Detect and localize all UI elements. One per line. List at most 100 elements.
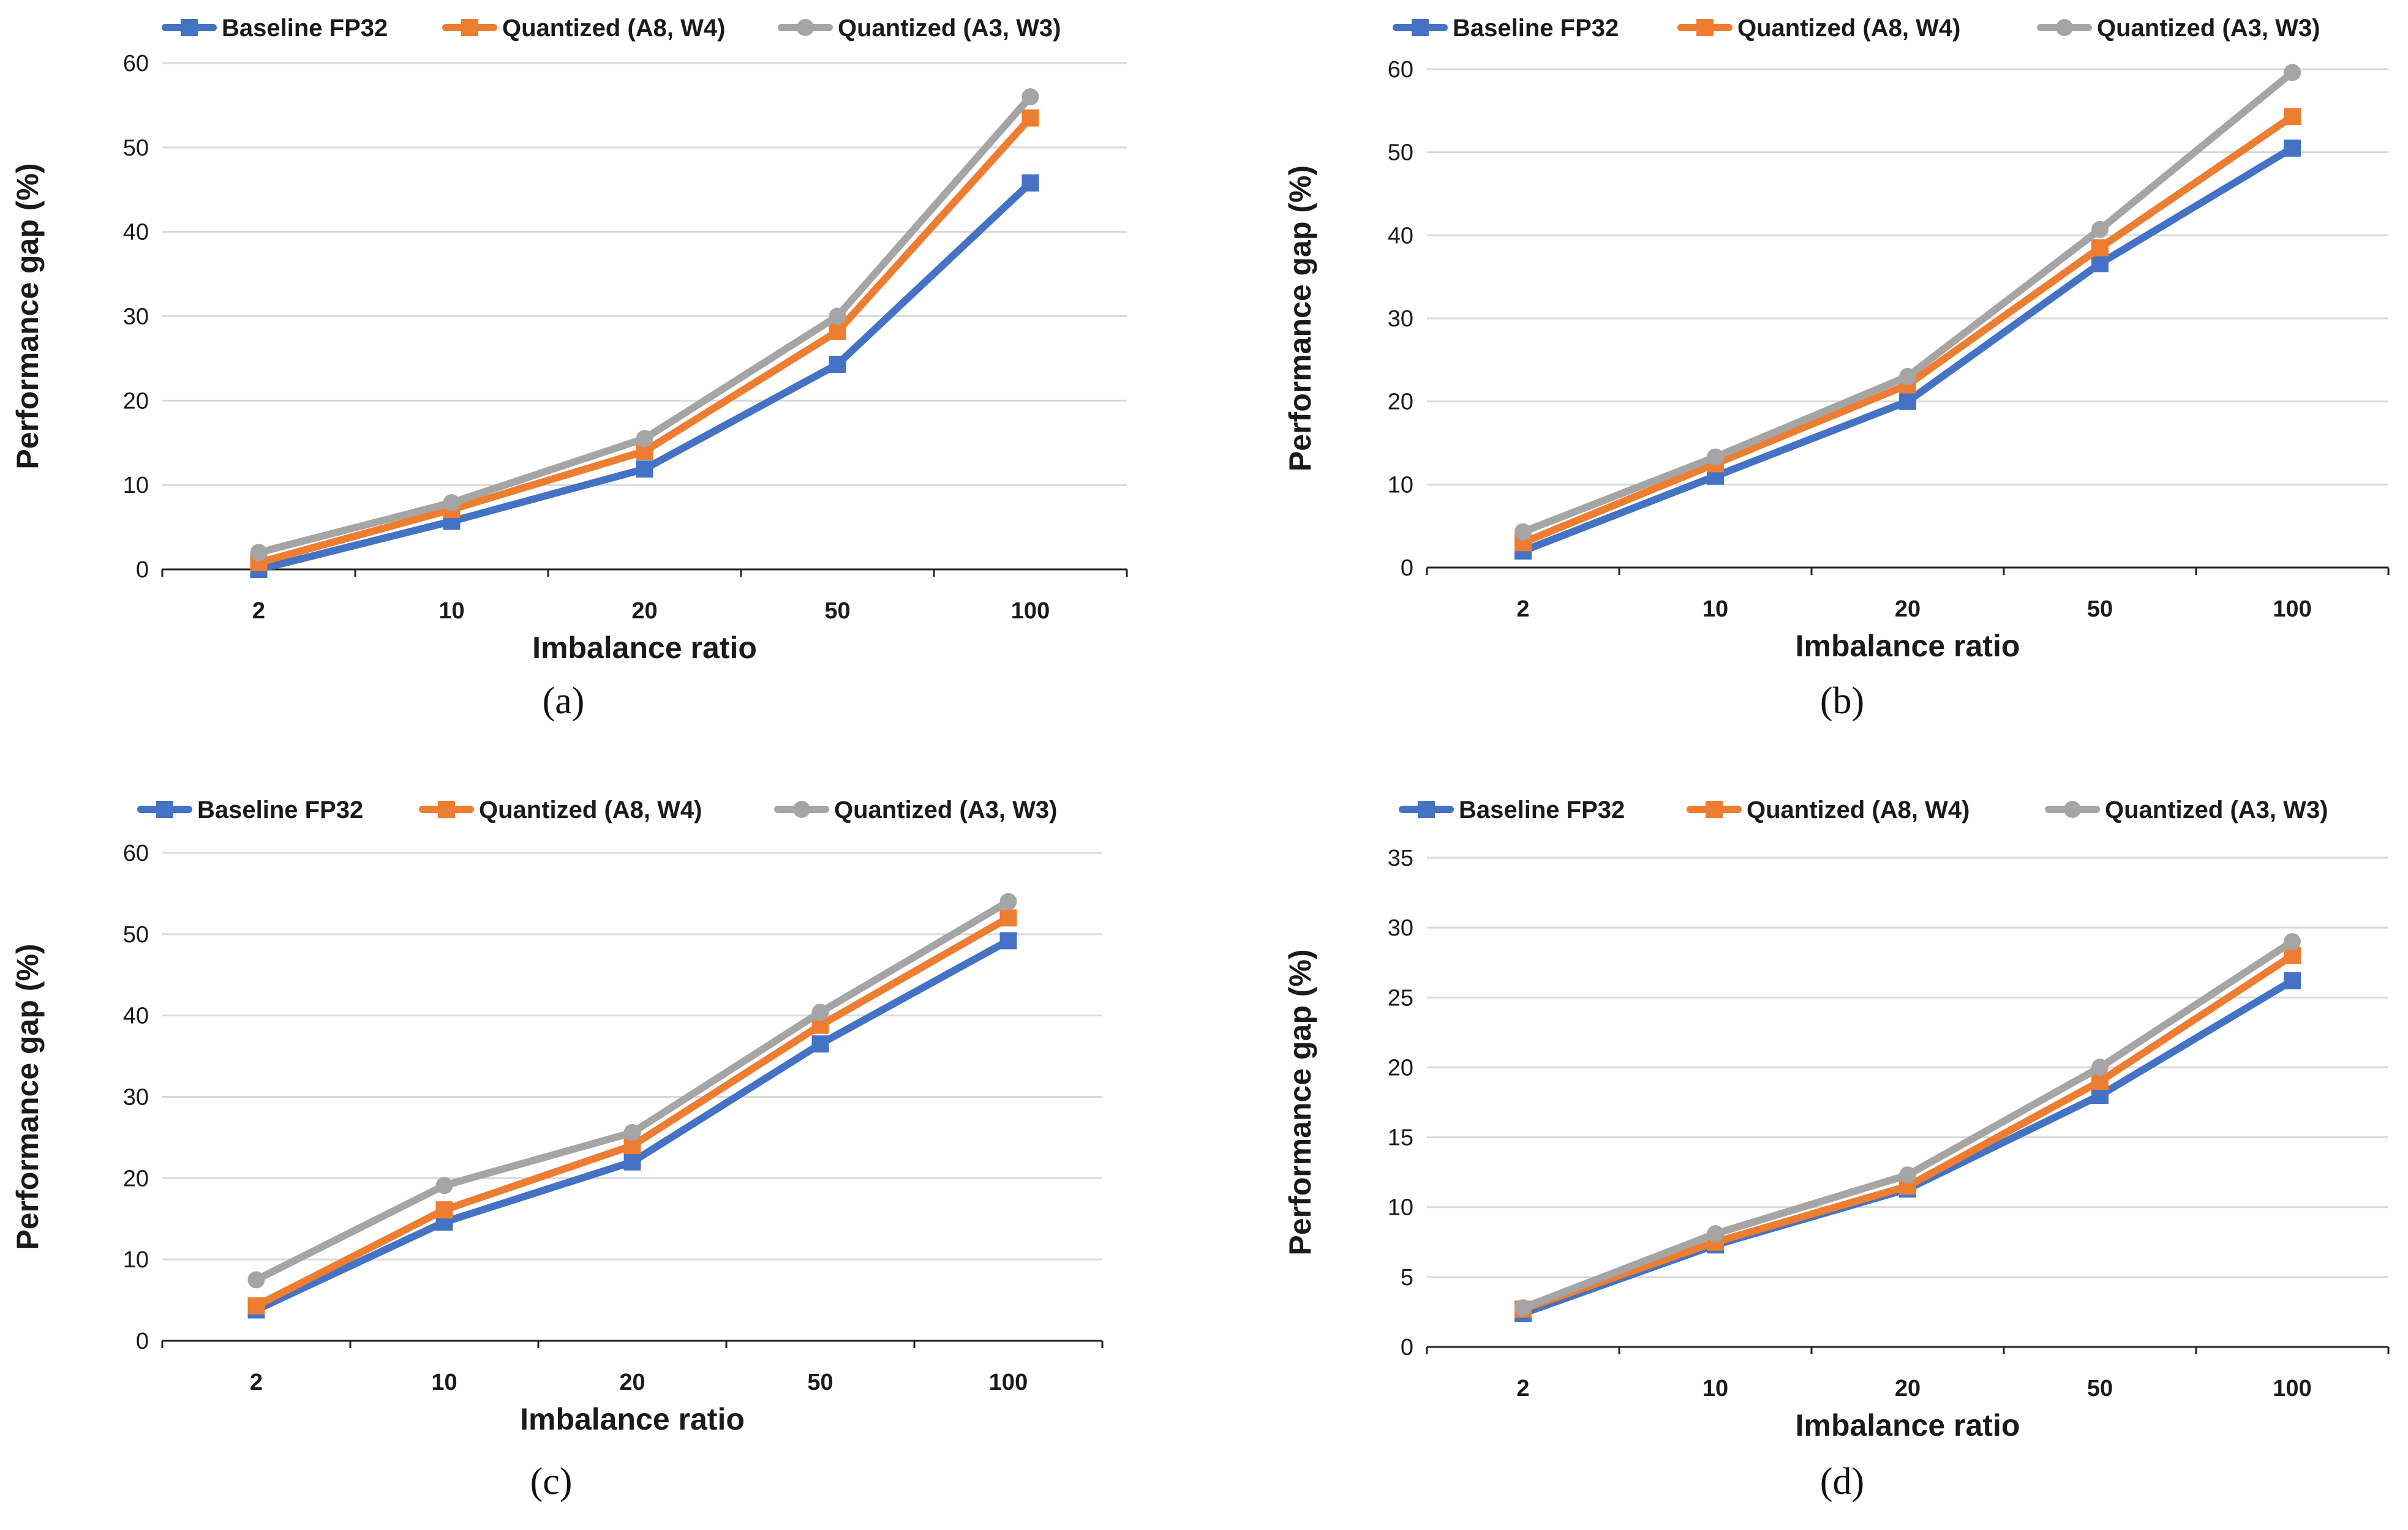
legend-label: Baseline FP32 xyxy=(1453,15,1619,42)
y-tick-label: 40 xyxy=(123,1003,149,1029)
legend-item: Quantized (A8, W4) xyxy=(1687,797,1970,823)
panel-caption: (d) xyxy=(1820,1461,1864,1502)
series-3 xyxy=(247,893,1017,1289)
x-tick-label: 20 xyxy=(1895,1376,1921,1401)
y-tick-label: 0 xyxy=(136,1329,149,1354)
series-3 xyxy=(1514,932,2301,1317)
x-tick-label: 2 xyxy=(1516,1376,1529,1401)
legend-swatch-marker xyxy=(1706,801,1723,818)
legend-swatch-marker xyxy=(461,19,478,36)
y-tick-label: 60 xyxy=(123,841,149,866)
series-2 xyxy=(250,109,1039,571)
data-point xyxy=(829,307,846,325)
x-tick-label: 100 xyxy=(2273,596,2311,622)
series-line xyxy=(255,114,1034,566)
legend-item: Quantized (A8, W4) xyxy=(442,15,725,42)
x-tick-label: 100 xyxy=(989,1370,1028,1395)
y-tick-label: 20 xyxy=(1388,389,1413,415)
x-tick-label: 2 xyxy=(250,1370,263,1395)
y-tick-label: 20 xyxy=(123,388,149,414)
data-point xyxy=(2284,108,2301,126)
y-tick-label: 60 xyxy=(1388,57,1413,83)
y-axis-title: Performance gap (%) xyxy=(1283,949,1317,1255)
series-line xyxy=(1519,69,2296,536)
y-tick-label: 40 xyxy=(123,220,149,246)
legend: Baseline FP32 Quantized (A8, W4) Quantized… xyxy=(1393,15,2320,42)
x-tick-label: 20 xyxy=(631,598,657,624)
data-point xyxy=(1707,448,1724,466)
legend-swatch-marker xyxy=(1696,19,1714,36)
legend-label: Quantized (A3, W3) xyxy=(834,797,1057,823)
data-point xyxy=(247,1297,265,1314)
series-1 xyxy=(250,174,1039,578)
x-tick-label: 20 xyxy=(1895,596,1921,622)
data-point xyxy=(2091,1059,2109,1076)
data-point xyxy=(1514,1299,1532,1317)
y-tick-label: 50 xyxy=(123,922,149,948)
y-tick-label: 40 xyxy=(1388,223,1413,249)
x-tick-label: 10 xyxy=(438,598,464,624)
legend-label: Baseline FP32 xyxy=(222,15,388,42)
y-tick-label: 30 xyxy=(1388,306,1413,332)
legend-swatch-marker xyxy=(797,19,814,36)
y-tick-label: 50 xyxy=(123,135,149,161)
series-3 xyxy=(1514,64,2301,541)
legend-item: Quantized (A8, W4) xyxy=(1677,15,1960,42)
data-point xyxy=(1899,1166,1916,1184)
legend-label: Quantized (A8, W4) xyxy=(1747,797,1970,823)
data-point xyxy=(2284,139,2301,157)
legend-label: Baseline FP32 xyxy=(1459,797,1625,823)
y-tick-label: 30 xyxy=(1388,915,1413,941)
series-3 xyxy=(250,88,1039,561)
legend: Baseline FP32 Quantized (A8, W4) Quantized… xyxy=(137,797,1057,823)
data-point xyxy=(829,323,846,340)
data-point xyxy=(435,1201,453,1219)
data-point xyxy=(1514,523,1532,541)
legend-label: Quantized (A8, W4) xyxy=(502,15,725,42)
legend-item: Quantized (A3, W3) xyxy=(774,797,1057,823)
x-tick-label: 2 xyxy=(1516,596,1529,622)
y-tick-label: 25 xyxy=(1388,985,1413,1011)
data-point xyxy=(1022,109,1039,127)
data-point xyxy=(636,460,653,478)
data-point xyxy=(435,1177,453,1194)
data-point xyxy=(2091,255,2109,272)
panel-caption: (b) xyxy=(1820,680,1864,722)
data-point xyxy=(1707,1225,1724,1243)
legend-swatch-marker xyxy=(156,801,173,818)
x-tick-label: 50 xyxy=(807,1370,833,1395)
legend-item: Baseline FP32 xyxy=(162,15,388,42)
legend-label: Baseline FP32 xyxy=(197,797,363,823)
x-tick-label: 10 xyxy=(1703,1376,1728,1401)
legend-label: Quantized (A8, W4) xyxy=(1737,15,1960,42)
data-point xyxy=(2091,220,2109,238)
chart-panel-b: 0 10 20 30 40 50 60 2 10 20 50 100 Imbalance ratio Pe… xyxy=(1283,15,2390,722)
x-tick-label: 50 xyxy=(2087,596,2113,622)
legend-swatch-marker xyxy=(793,801,810,818)
y-tick-label: 60 xyxy=(123,51,149,77)
legend-label: Quantized (A3, W3) xyxy=(838,15,1061,42)
x-axis-title: Imbalance ratio xyxy=(532,631,757,665)
y-tick-label: 0 xyxy=(136,557,149,583)
x-tick-label: 10 xyxy=(431,1370,457,1395)
legend-swatch-marker xyxy=(181,19,198,36)
data-point xyxy=(2284,64,2301,81)
legend: Baseline FP32 Quantized (A8, W4) Quantized… xyxy=(162,15,1061,42)
series-line xyxy=(1519,951,2296,1313)
legend-swatch-marker xyxy=(2056,19,2073,36)
data-point xyxy=(1022,174,1039,192)
y-tick-label: 50 xyxy=(1388,140,1413,166)
series-line xyxy=(1519,937,2296,1312)
data-point xyxy=(623,1123,641,1141)
y-tick-label: 20 xyxy=(1388,1055,1413,1081)
data-point xyxy=(1899,392,1916,410)
legend-item: Quantized (A3, W3) xyxy=(2037,15,2320,42)
y-tick-label: 10 xyxy=(1388,472,1413,498)
y-tick-label: 10 xyxy=(123,1247,149,1273)
legend-swatch-marker xyxy=(2064,801,2081,818)
data-point xyxy=(623,1153,641,1171)
y-tick-label: 35 xyxy=(1388,846,1413,871)
data-point xyxy=(636,430,653,448)
legend-label: Quantized (A3, W3) xyxy=(2105,797,2328,823)
